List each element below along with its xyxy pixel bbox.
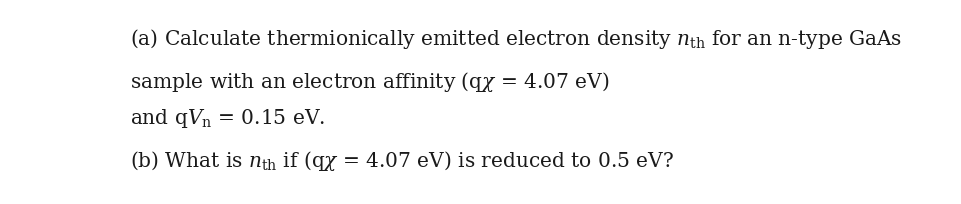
Text: sample with an electron affinity (q$\chi$ = 4.07 eV): sample with an electron affinity (q$\chi… bbox=[130, 69, 609, 93]
Text: (a) Calculate thermionically emitted electron density $n_{\mathrm{th}}$ for an n: (a) Calculate thermionically emitted ele… bbox=[130, 27, 902, 51]
Text: and q$V_{\mathrm{n}}$ = 0.15 eV.: and q$V_{\mathrm{n}}$ = 0.15 eV. bbox=[130, 106, 325, 129]
Text: (b) What is $n_{\mathrm{th}}$ if (q$\chi$ = 4.07 eV) is reduced to 0.5 eV?: (b) What is $n_{\mathrm{th}}$ if (q$\chi… bbox=[130, 148, 674, 172]
